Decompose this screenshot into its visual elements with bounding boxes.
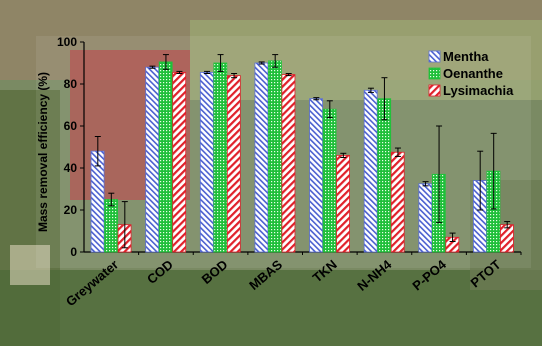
legend-label-lysimachia: Lysimachia: [443, 83, 514, 98]
y-tick-label: 60: [64, 119, 78, 133]
bar-mentha-bod: [199, 72, 214, 253]
bar-lysimachia-bod: [226, 75, 241, 253]
bar-oenanthe-mbas: [268, 60, 282, 253]
x-category-label: PTOT: [468, 257, 504, 291]
bar-lysimachia-mbas: [281, 74, 296, 253]
y-tick-label: 100: [57, 35, 77, 49]
chart-error-bars: [94, 54, 511, 249]
legend: Mentha Oenanthe Lysimachia: [428, 49, 514, 98]
x-axis-category-labels: Greywater COD BOD MBAS TKN N-NH4 P-PO4 PTOT: [63, 256, 504, 309]
legend-swatch-lysimachia: [428, 84, 441, 97]
bar-mentha-p-po4: [418, 183, 433, 253]
y-tick-label: 40: [64, 161, 78, 175]
bar-oenanthe-greywater: [104, 199, 118, 253]
bar-lysimachia-tkn: [336, 154, 350, 253]
bar-lysimachia-ptot: [500, 224, 514, 253]
x-category-label: MBAS: [246, 257, 285, 293]
legend-label-oenanthe: Oenanthe: [443, 66, 503, 81]
bar-mentha-tkn: [309, 98, 323, 253]
legend-label-mentha: Mentha: [443, 49, 489, 64]
x-category-label: Greywater: [63, 257, 121, 309]
bar-lysimachia-cod: [172, 72, 187, 253]
bar-oenanthe-n-nh4: [377, 98, 392, 253]
x-category-label: COD: [144, 257, 176, 287]
x-category-label: P-PO4: [409, 256, 449, 293]
chart-bars: [90, 60, 514, 253]
x-category-label: BOD: [199, 257, 231, 287]
legend-swatch-oenanthe: [428, 67, 441, 80]
bar-mentha-n-nh4: [363, 89, 378, 253]
bar-mentha-mbas: [254, 62, 269, 253]
bar-oenanthe-tkn: [322, 108, 337, 253]
y-axis-ticks: 0 20 40 60 80 100: [57, 35, 84, 259]
bar-oenanthe-bod: [213, 62, 228, 253]
x-category-label: N-NH4: [354, 256, 395, 294]
y-tick-label: 80: [64, 77, 78, 91]
y-tick-label: 0: [70, 245, 77, 259]
x-category-label: TKN: [310, 257, 340, 286]
legend-swatch-mentha: [428, 50, 441, 63]
y-axis-label: Mass removal efficiency (%): [36, 72, 50, 232]
bar-mentha-cod: [145, 66, 160, 253]
bar-lysimachia-n-nh4: [390, 151, 405, 253]
y-tick-label: 20: [64, 203, 78, 217]
bar-oenanthe-cod: [158, 61, 173, 253]
